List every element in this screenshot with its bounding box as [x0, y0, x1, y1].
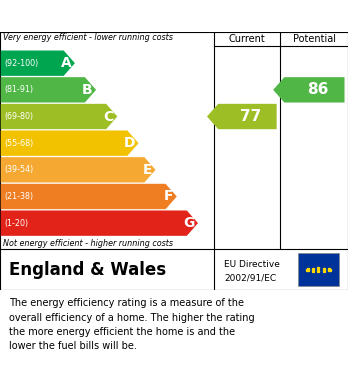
Polygon shape — [1, 131, 139, 156]
Text: F: F — [164, 190, 173, 203]
Text: (69-80): (69-80) — [5, 112, 34, 121]
Text: (39-54): (39-54) — [5, 165, 34, 174]
Text: The energy efficiency rating is a measure of the
overall efficiency of a home. T: The energy efficiency rating is a measur… — [9, 298, 254, 352]
Text: England & Wales: England & Wales — [9, 260, 166, 279]
Text: A: A — [61, 56, 71, 70]
Text: (1-20): (1-20) — [5, 219, 29, 228]
Text: EU Directive: EU Directive — [224, 260, 280, 269]
Text: Not energy efficient - higher running costs: Not energy efficient - higher running co… — [3, 239, 174, 248]
Text: 2002/91/EC: 2002/91/EC — [224, 273, 277, 282]
Text: 77: 77 — [240, 109, 262, 124]
Text: D: D — [124, 136, 135, 150]
Text: E: E — [143, 163, 152, 177]
Polygon shape — [207, 104, 277, 129]
Text: (21-38): (21-38) — [5, 192, 34, 201]
Text: 86: 86 — [307, 83, 329, 97]
Polygon shape — [1, 104, 117, 129]
Text: (81-91): (81-91) — [5, 85, 34, 94]
Text: Potential: Potential — [293, 34, 335, 44]
Text: (92-100): (92-100) — [5, 59, 39, 68]
Text: C: C — [104, 109, 114, 124]
Polygon shape — [1, 77, 96, 102]
Text: G: G — [183, 216, 195, 230]
Polygon shape — [1, 184, 177, 209]
Text: Energy Efficiency Rating: Energy Efficiency Rating — [9, 9, 230, 23]
Text: B: B — [82, 83, 93, 97]
Polygon shape — [273, 77, 345, 102]
Text: (55-68): (55-68) — [5, 139, 34, 148]
Text: Current: Current — [229, 34, 266, 44]
Bar — [298, 253, 339, 286]
Text: Very energy efficient - lower running costs: Very energy efficient - lower running co… — [3, 33, 173, 42]
Polygon shape — [1, 157, 156, 183]
Polygon shape — [1, 210, 198, 236]
Polygon shape — [1, 50, 75, 76]
